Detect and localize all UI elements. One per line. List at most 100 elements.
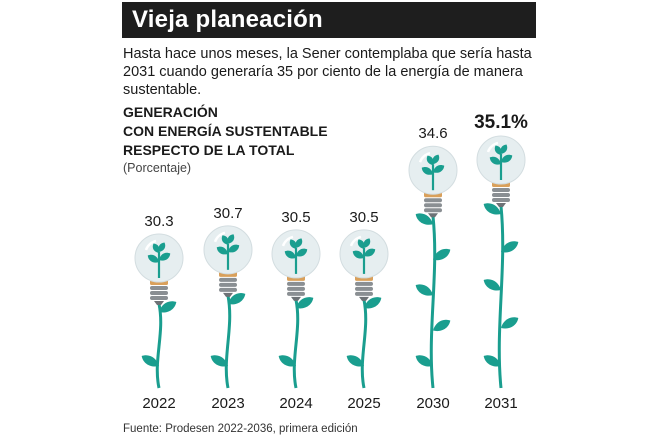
stem-leaf: [296, 297, 314, 309]
bulb-thread: [355, 281, 373, 286]
stem-leaf: [501, 241, 519, 253]
plant-bulb-2030: 34.6 2030: [408, 125, 458, 412]
bulb-tip: [223, 292, 233, 297]
stem-leaf: [210, 355, 228, 367]
bulb-tip: [359, 296, 369, 301]
year-label: 2025: [347, 395, 380, 412]
sprout-leaf: [147, 254, 159, 263]
stem-leaf: [415, 284, 433, 296]
sprout-leaf: [501, 154, 513, 163]
bulb-highlight: [486, 141, 499, 153]
bulb-tip: [428, 213, 438, 218]
stem-leaf: [433, 319, 451, 332]
plant-bulb-2022: 30.3 2022: [134, 213, 184, 412]
value-label: 34.6: [418, 125, 447, 142]
subtitle: Hasta hace unos meses, la Sener contempl…: [123, 46, 532, 98]
chart-title-line-1: GENERACIÓN: [123, 104, 218, 120]
bulb-thread: [219, 277, 237, 282]
stem-leaf: [483, 203, 501, 215]
page-title: Vieja planeación: [132, 6, 323, 33]
stem: [497, 205, 505, 389]
bulb-thread: [287, 291, 305, 296]
stem-leaf: [483, 279, 501, 291]
bulb-thread: [424, 198, 442, 203]
stem-leaf: [141, 355, 159, 367]
value-label: 30.5: [349, 209, 378, 226]
bulb-highlight: [349, 235, 362, 247]
bulb-tip: [291, 296, 301, 301]
sprout-leaf: [432, 154, 440, 165]
sprout-leaf: [357, 239, 365, 249]
chart-title-line-2: CON ENERGÍA SUSTENTABLE: [123, 123, 328, 139]
unit-label: (Porcentaje): [123, 161, 192, 175]
bulb-highlight: [281, 235, 294, 247]
bulb-thread: [492, 188, 510, 192]
stem: [360, 299, 368, 389]
bulb-thread: [219, 282, 237, 287]
sprout-leaf: [494, 145, 502, 155]
stem-leaf: [415, 355, 433, 367]
sprout-leaf: [159, 252, 171, 261]
plant-bulb-2024: 30.5 2024: [271, 209, 321, 412]
stem-leaf: [483, 355, 501, 367]
year-label: 2030: [416, 395, 449, 412]
bulb-thread: [355, 291, 373, 296]
sprout-leaf: [216, 246, 228, 255]
sprout-leaf: [433, 164, 445, 173]
plant-bulb-2031: 35.1% 2031: [474, 112, 528, 412]
chart-title-line-3: RESPECTO DE LA TOTAL: [123, 142, 295, 158]
year-label: 2022: [142, 395, 175, 412]
sprout-leaf: [227, 234, 235, 244]
sprout-leaf: [426, 155, 434, 166]
bulb-highlight: [213, 231, 226, 243]
sprout-leaf: [158, 242, 166, 252]
bulb-thread: [150, 286, 168, 290]
stem-leaf: [159, 301, 177, 313]
sprout-leaf: [296, 248, 308, 257]
stem: [429, 216, 437, 389]
stem-leaf: [278, 355, 296, 367]
sprout-leaf: [421, 166, 433, 175]
bulb-thread: [219, 287, 237, 292]
bulb-thread: [287, 281, 305, 286]
sprout-leaf: [289, 239, 297, 249]
stem: [224, 295, 232, 389]
bulb-tip: [496, 203, 506, 207]
bulb-thread: [355, 286, 373, 291]
bulb-thread: [424, 208, 442, 213]
year-label: 2031: [484, 395, 517, 412]
sprout-leaf: [500, 144, 508, 154]
value-label: 30.5: [281, 209, 310, 226]
value-label: 30.3: [144, 213, 173, 230]
bulb-thread: [287, 286, 305, 291]
year-label: 2023: [211, 395, 244, 412]
stem-leaf: [228, 293, 246, 305]
stem-leaf: [364, 297, 382, 309]
stem-leaf: [433, 248, 451, 261]
bulb-highlight: [144, 239, 157, 251]
sprout-leaf: [364, 248, 376, 257]
plant-bulb-2025: 30.5 2025: [339, 209, 389, 412]
stem-leaf: [415, 213, 433, 225]
plant-bulb-2023: 30.7 2023: [203, 205, 253, 412]
bulb-thread: [150, 296, 168, 300]
chart-title: GENERACIÓN CON ENERGÍA SUSTENTABLE RESPE…: [123, 103, 328, 160]
bulb-highlight: [418, 151, 431, 163]
sprout-leaf: [363, 238, 371, 248]
sprout-leaf: [295, 238, 303, 248]
bulb-tip: [154, 301, 164, 305]
sprout-leaf: [221, 235, 229, 245]
stem-leaf: [346, 355, 364, 367]
bulb-thread: [150, 291, 168, 295]
bulb-thread: [424, 203, 442, 208]
year-label: 2024: [279, 395, 312, 412]
sprout-leaf: [489, 156, 501, 165]
value-label: 35.1%: [474, 112, 528, 133]
sprout-leaf: [352, 250, 364, 259]
bulb-thread: [492, 198, 510, 202]
sprout-leaf: [284, 250, 296, 259]
value-label: 30.7: [213, 205, 242, 222]
bulb-thread: [492, 193, 510, 197]
stem-leaf: [501, 317, 519, 329]
